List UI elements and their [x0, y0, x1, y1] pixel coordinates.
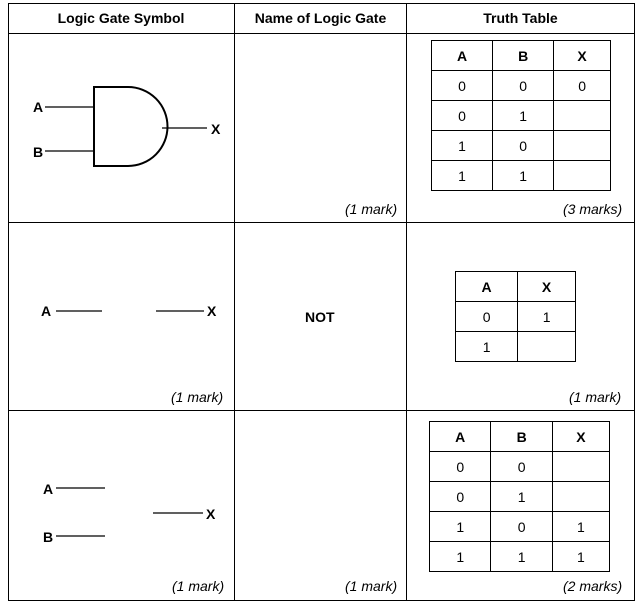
header-truth-table: Truth Table	[483, 10, 558, 26]
row2-input-a-label: A	[41, 303, 52, 319]
header-name: Name of Logic Gate	[254, 10, 387, 26]
row2-symbol-mark: (1 mark)	[171, 389, 224, 405]
table-border-bottom	[8, 600, 635, 601]
tt-cell: 1	[454, 331, 519, 362]
logic-gates-question-table: Logic Gate Symbol Name of Logic Gate Tru…	[8, 3, 635, 601]
row1-input-a-label: A	[33, 99, 44, 115]
row3-symbol-mark: (1 mark)	[172, 578, 225, 594]
column-divider-2	[406, 3, 407, 601]
tt-cell: 1	[551, 511, 611, 542]
tt-header: A	[428, 421, 492, 452]
table-row: 1 1	[430, 160, 611, 191]
tt-cell: 1	[430, 130, 494, 161]
row-divider-2	[8, 410, 635, 411]
tt-cell: 0	[428, 451, 492, 482]
and-gate-symbol	[45, 86, 207, 167]
tt-cell	[551, 451, 611, 482]
row3-table-mark: (2 marks)	[563, 578, 623, 594]
table-row: 0 0 0	[430, 70, 611, 101]
tt-header: X	[551, 421, 611, 452]
tt-cell: 1	[517, 301, 576, 332]
tt-cell	[553, 100, 611, 131]
row2-output-x-label: X	[207, 303, 217, 319]
row2-table-mark: (1 mark)	[569, 389, 622, 405]
row1-name-mark: (1 mark)	[345, 201, 398, 217]
table-row: 0 1	[430, 100, 611, 131]
table-border-left	[8, 3, 9, 601]
row3-input-b-label: B	[43, 529, 54, 545]
row-divider-1	[8, 222, 635, 223]
tt-cell: 0	[490, 511, 553, 542]
not-gate-symbol-blank	[56, 310, 204, 312]
row1-input-b-label: B	[33, 144, 44, 160]
tt-cell: 1	[430, 160, 494, 191]
tt-cell: 1	[551, 541, 611, 572]
tt-cell	[553, 130, 611, 161]
tt-cell: 0	[492, 70, 555, 101]
row3-truth-table: A B X 0 0 0 1 1 0 1 1 1 1	[428, 421, 611, 572]
tt-cell: 1	[490, 541, 553, 572]
tt-header: X	[517, 271, 576, 302]
table-border-right	[634, 3, 635, 601]
tt-header: B	[492, 40, 555, 71]
tt-cell: 0	[492, 130, 555, 161]
tt-cell: 0	[454, 301, 519, 332]
row2-truth-table: A X 0 1 1	[454, 271, 576, 362]
table-row: 1 0 1	[428, 511, 611, 542]
tt-header: B	[490, 421, 553, 452]
row1-output-x-label: X	[211, 121, 221, 137]
tt-header: X	[553, 40, 611, 71]
row1-table-mark: (3 marks)	[563, 201, 623, 217]
tt-cell: 1	[490, 481, 553, 512]
tt-cell	[553, 160, 611, 191]
table-row: 0 1	[454, 301, 576, 332]
tt-header: A	[430, 40, 494, 71]
tt-cell: 0	[553, 70, 611, 101]
tt-header: A	[454, 271, 519, 302]
row1-truth-table: A B X 0 0 0 0 1 1 0 1 1	[430, 40, 611, 191]
tt-cell: 0	[428, 481, 492, 512]
tt-cell	[551, 481, 611, 512]
column-divider-1	[234, 3, 235, 601]
table-row: 0 1	[428, 481, 611, 512]
tt-cell: 1	[492, 100, 555, 131]
row3-name-mark: (1 mark)	[345, 578, 398, 594]
table-row: 0 0	[428, 451, 611, 482]
header-divider	[8, 33, 635, 34]
table-row: 1	[454, 331, 576, 362]
row3-output-x-label: X	[206, 506, 216, 522]
tt-cell	[517, 331, 576, 362]
row3-gate-symbol-blank	[56, 487, 203, 537]
tt-cell: 1	[492, 160, 555, 191]
tt-cell: 1	[428, 511, 492, 542]
row3-input-a-label: A	[43, 481, 54, 497]
tt-cell: 1	[428, 541, 492, 572]
tt-cell: 0	[430, 70, 494, 101]
table-row: 1 0	[430, 130, 611, 161]
row2-gate-name: NOT	[305, 309, 335, 325]
header-symbol: Logic Gate Symbol	[57, 10, 185, 26]
tt-cell: 0	[430, 100, 494, 131]
table-border-top	[8, 3, 635, 4]
tt-cell: 0	[490, 451, 553, 482]
table-row: 1 1 1	[428, 541, 611, 572]
